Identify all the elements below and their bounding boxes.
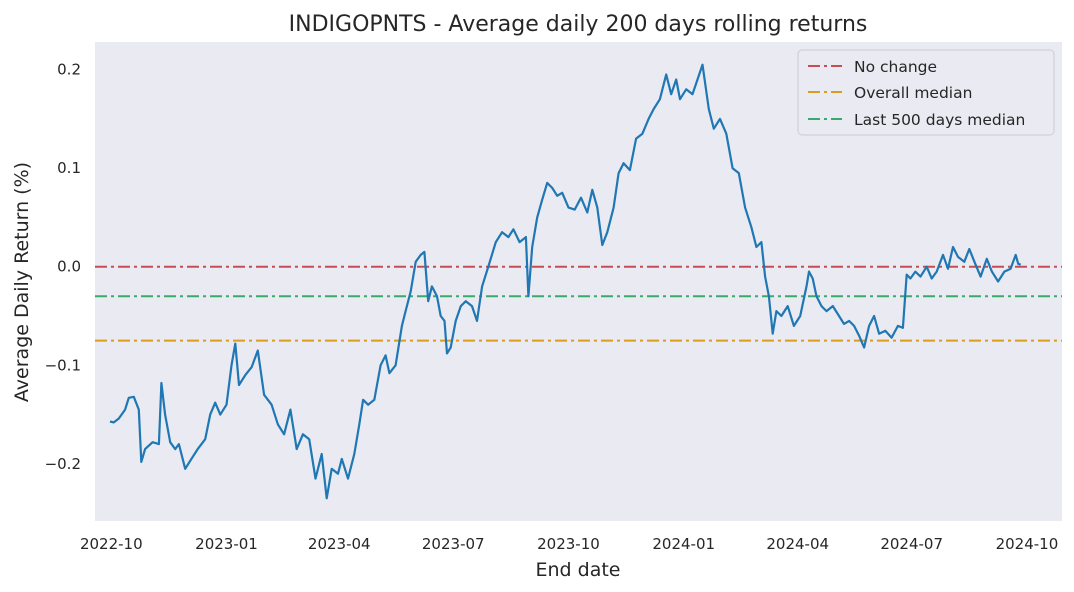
y-tick-label: 0.1 — [57, 159, 81, 177]
chart-title: INDIGOPNTS - Average daily 200 days roll… — [289, 12, 868, 37]
y-tick-label: −0.1 — [45, 356, 81, 374]
reference-lines — [95, 265, 1062, 342]
x-tick-label: 2024-01 — [652, 535, 715, 553]
y-tick-label: −0.2 — [45, 455, 81, 473]
x-tick-label: 2022-10 — [80, 535, 143, 553]
x-axis-ticks: 2022-10 2023-01 2023-04 2023-07 2023-10 2024-… — [80, 535, 1058, 553]
y-axis-label: Average Daily Return (%) — [11, 162, 33, 402]
x-tick-label: 2024-10 — [996, 535, 1059, 553]
x-tick-label: 2023-10 — [537, 535, 600, 553]
x-tick-label: 2024-04 — [766, 535, 829, 553]
y-axis-ticks: −0.2 −0.1 0.0 0.1 0.2 — [45, 61, 81, 473]
legend-label-last-500-days-median: Last 500 days median — [854, 111, 1025, 129]
series-layer — [109, 63, 1022, 500]
x-tick-label: 2023-04 — [308, 535, 371, 553]
x-tick-label: 2024-07 — [880, 535, 943, 553]
series-line-0 — [109, 63, 1022, 500]
legend-label-no-change: No change — [854, 58, 937, 76]
legend-label-overall-median: Overall median — [854, 84, 972, 102]
y-tick-label: 0.2 — [57, 61, 81, 79]
y-tick-label: 0.0 — [57, 258, 81, 276]
x-tick-label: 2023-01 — [195, 535, 258, 553]
x-axis-label: End date — [536, 559, 621, 581]
x-tick-label: 2023-07 — [422, 535, 485, 553]
legend-box — [797, 49, 1055, 136]
legend: No change Overall median Last 500 days m… — [797, 49, 1055, 136]
